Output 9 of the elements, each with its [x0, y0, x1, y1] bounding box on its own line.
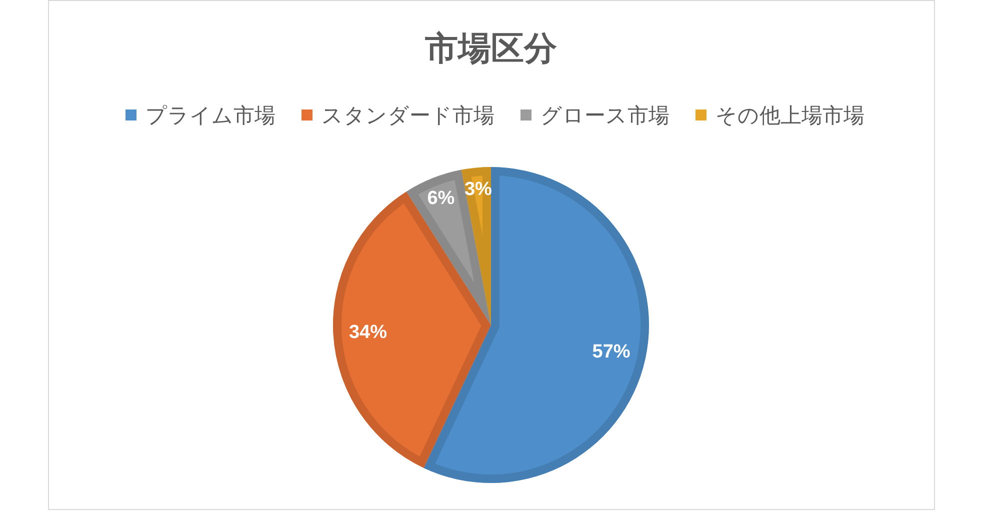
pie-slice [424, 167, 649, 483]
data-label: 6% [427, 188, 455, 210]
data-label: 57% [592, 341, 630, 362]
legend-label: その他上場市場 [716, 104, 864, 128]
legend-label: グロース市場 [540, 104, 670, 128]
legend-label: スタンダード市場 [322, 104, 494, 128]
legend-label: プライム市場 [146, 104, 276, 128]
data-label: 34% [348, 322, 388, 344]
chart-title: 市場区分 [424, 30, 557, 66]
